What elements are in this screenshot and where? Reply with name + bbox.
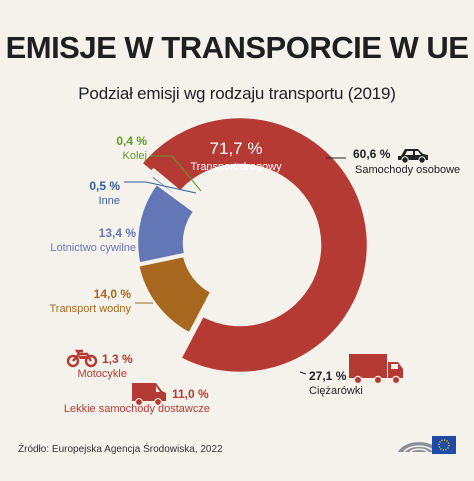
- parliament-logo: [398, 436, 456, 454]
- slice-label-aviation: Lotnictwo cywilne: [50, 242, 136, 254]
- car-icon: [398, 149, 428, 164]
- breakdown-value-trucks: 27,1 %: [309, 369, 347, 383]
- donut-slice-transport-drogowy: [139, 115, 370, 375]
- breakdown-value-vans: 11,0 %: [172, 387, 209, 401]
- leader-line-trucks: [299, 371, 307, 375]
- leader-line-rail: [150, 155, 202, 192]
- slice-value-other: 0,5 %: [89, 179, 120, 193]
- slice-label-other: Inne: [99, 195, 120, 207]
- slice-label-water: Transport wodny: [49, 303, 131, 315]
- breakdown-label-motorcycles: Motocykle: [77, 368, 127, 380]
- breakdown-label-cars: Samochody osobowe: [355, 164, 460, 176]
- source-note: Źródło: Europejska Agencja Środowiska, 2…: [18, 444, 223, 455]
- slice-value-rail: 0,4 %: [116, 134, 147, 148]
- slice-value-water: 14,0 %: [94, 287, 132, 301]
- donut-slice-transport-wodny: [136, 254, 214, 336]
- breakdown-label-trucks: Ciężarówki: [309, 385, 363, 397]
- truck-icon: [349, 354, 403, 385]
- page-title: EMISJE W TRANSPORCIE W UE: [5, 30, 469, 65]
- donut-slice-inne: [149, 173, 199, 213]
- breakdown-value-motorcycles: 1,3 %: [102, 352, 133, 366]
- breakdown-label-vans: Lekkie samochody dostawcze: [64, 403, 210, 415]
- slice-value-road: 71,7 %: [210, 139, 263, 158]
- leader-line-other: [124, 181, 197, 194]
- slice-label-road: Transport drogowy: [190, 161, 282, 173]
- slice-value-aviation: 13,4 %: [99, 226, 137, 240]
- chart-subtitle: Podział emisji wg rodzaju transportu (20…: [78, 84, 396, 103]
- motorcycle-icon: [66, 349, 98, 368]
- breakdown-value-cars: 60,6 %: [353, 147, 391, 161]
- van-icon: [132, 383, 166, 406]
- donut-slice-lotnictwo-cywilne: [135, 181, 197, 266]
- slice-label-rail: Kolej: [123, 150, 147, 162]
